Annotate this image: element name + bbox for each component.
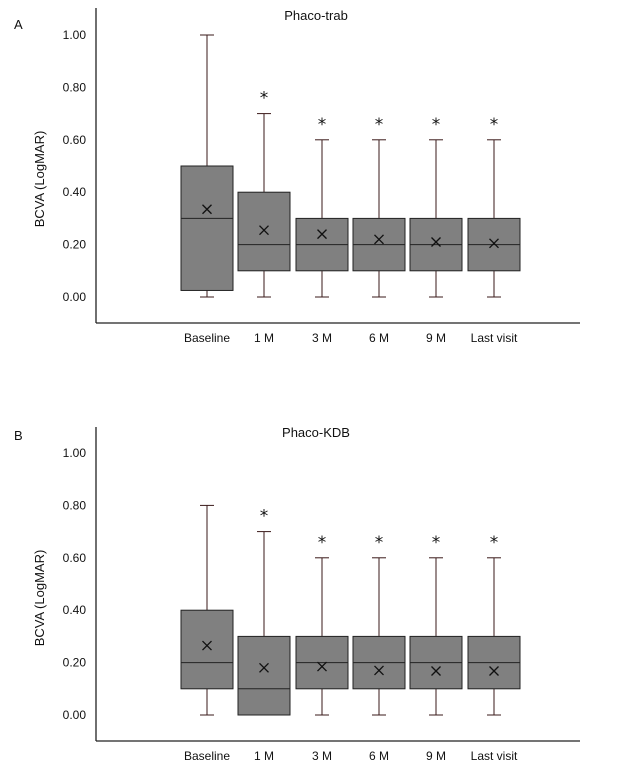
significance-star: * xyxy=(432,115,441,135)
significance-star: * xyxy=(490,115,499,135)
iqr-box xyxy=(180,609,234,690)
x-category-labels: Baseline 1 M 3 M 6 M 9 M Last visit xyxy=(184,331,518,345)
significance-star: * xyxy=(490,533,499,553)
significance-star: * xyxy=(375,533,384,553)
mean-marker xyxy=(431,237,441,247)
box-4 xyxy=(409,139,463,298)
significance-markers: * * * * * xyxy=(260,507,499,553)
x-category-label: Last visit xyxy=(471,749,518,763)
x-category-label: 6 M xyxy=(369,331,389,345)
box-2 xyxy=(295,557,349,716)
mean-marker xyxy=(374,234,384,245)
panel-b: B Phaco-KDB BCVA (LogMAR) 0.00 0.20 0.40… xyxy=(14,425,580,763)
y-tick-label: 0.80 xyxy=(63,498,87,512)
significance-star: * xyxy=(432,533,441,553)
x-category-label: 3 M xyxy=(312,749,332,763)
y-axis-label: BCVA (LogMAR) xyxy=(32,550,47,647)
y-tick-label: 0.80 xyxy=(63,80,87,94)
box-1 xyxy=(237,531,291,716)
y-tick-label: 0.00 xyxy=(63,290,87,304)
y-tick-labels: 0.00 0.20 0.40 0.60 0.80 1.00 xyxy=(63,446,87,722)
mean-marker xyxy=(259,225,269,236)
panel-letter: A xyxy=(14,17,23,32)
mean-marker xyxy=(374,665,384,676)
y-tick-label: 0.60 xyxy=(63,133,87,147)
chart-title: Phaco-trab xyxy=(284,8,348,23)
x-category-label: 1 M xyxy=(254,331,274,345)
box-2 xyxy=(295,139,349,298)
box-5 xyxy=(467,139,521,298)
mean-marker xyxy=(259,662,269,673)
panel-a: A Phaco-trab BCVA (LogMAR) 0.00 0.20 0.4… xyxy=(14,8,580,345)
iqr-box xyxy=(237,191,291,272)
x-category-labels: Baseline 1 M 3 M 6 M 9 M Last visit xyxy=(184,749,518,763)
y-tick-label: 0.20 xyxy=(63,238,87,252)
y-axis-label: BCVA (LogMAR) xyxy=(32,131,47,228)
significance-star: * xyxy=(318,115,327,135)
box-5 xyxy=(467,557,521,716)
x-category-label: 1 M xyxy=(254,749,274,763)
x-category-label: Last visit xyxy=(471,331,518,345)
iqr-box xyxy=(180,165,234,291)
y-tick-label: 0.00 xyxy=(63,708,87,722)
mean-marker xyxy=(202,204,212,215)
mean-marker xyxy=(202,640,212,651)
significance-star: * xyxy=(260,507,269,527)
box-0 xyxy=(180,504,234,716)
box-plots xyxy=(180,34,521,298)
significance-markers: * * * * * xyxy=(260,89,499,135)
chart-title: Phaco-KDB xyxy=(282,425,350,440)
y-tick-label: 0.60 xyxy=(63,551,87,565)
mean-marker xyxy=(489,666,499,676)
box-3 xyxy=(352,139,406,298)
box-1 xyxy=(237,113,291,298)
mean-marker xyxy=(489,238,499,249)
y-tick-label: 0.40 xyxy=(63,603,87,617)
y-tick-label: 0.40 xyxy=(63,185,87,199)
mean-marker xyxy=(317,229,327,240)
mean-marker xyxy=(431,666,441,676)
box-4 xyxy=(409,557,463,716)
significance-star: * xyxy=(260,89,269,109)
x-category-label: Baseline xyxy=(184,331,230,345)
box-plots xyxy=(180,504,521,716)
box-3 xyxy=(352,557,406,716)
significance-star: * xyxy=(375,115,384,135)
significance-star: * xyxy=(318,533,327,553)
x-category-label: 9 M xyxy=(426,749,446,763)
x-category-label: Baseline xyxy=(184,749,230,763)
box-0 xyxy=(180,34,234,298)
mean-marker xyxy=(317,661,327,672)
panel-letter: B xyxy=(14,428,23,443)
y-tick-label: 1.00 xyxy=(63,28,87,42)
y-tick-label: 0.20 xyxy=(63,656,87,670)
y-tick-label: 1.00 xyxy=(63,446,87,460)
x-category-label: 6 M xyxy=(369,749,389,763)
iqr-box xyxy=(237,635,291,716)
x-category-label: 3 M xyxy=(312,331,332,345)
x-category-label: 9 M xyxy=(426,331,446,345)
y-tick-labels: 0.00 0.20 0.40 0.60 0.80 1.00 xyxy=(63,28,87,304)
